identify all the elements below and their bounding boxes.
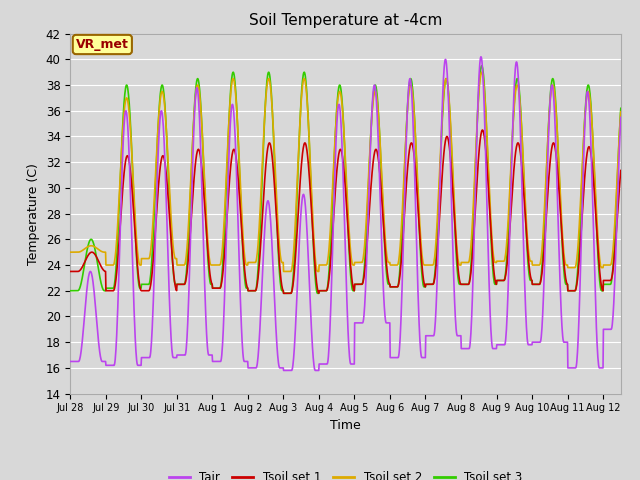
Tsoil set 3 [176,281,184,287]
Tsoil set 1 [225,181,233,187]
Tsoil set 2 [67,249,74,255]
Text: VR_met: VR_met [76,38,129,51]
Tsoil set 3 [67,288,74,294]
Tsoil set 2 [165,181,173,187]
Tsoil set 3 [165,192,173,198]
Tsoil set 2 [484,146,492,152]
Tsoil set 2 [478,69,486,75]
Tsoil set 2 [280,269,287,275]
Tair [275,364,283,370]
Tsoil set 3 [280,290,287,296]
Tsoil set 2 [225,114,233,120]
Tsoil set 2 [617,109,625,115]
X-axis label: Time: Time [330,419,361,432]
Tsoil set 2 [275,240,283,246]
Tsoil set 1 [176,281,184,287]
Tsoil set 2 [545,121,552,127]
Tsoil set 1 [479,127,486,133]
Tsoil set 2 [176,262,184,268]
Line: Tsoil set 1: Tsoil set 1 [70,130,621,293]
Tsoil set 3 [484,151,492,156]
Tsoil set 1 [275,256,283,262]
Y-axis label: Temperature (C): Temperature (C) [27,163,40,264]
Tsoil set 3 [545,120,552,126]
Tair [545,131,552,136]
Tair [477,54,484,60]
Tsoil set 3 [275,264,283,270]
Line: Tair: Tair [70,57,621,371]
Tair [280,368,287,373]
Tsoil set 3 [225,113,233,119]
Tsoil set 1 [617,168,625,173]
Tair [617,115,625,120]
Line: Tsoil set 2: Tsoil set 2 [70,72,621,272]
Tair [225,145,233,151]
Tsoil set 1 [67,269,74,275]
Line: Tsoil set 3: Tsoil set 3 [70,66,621,293]
Tsoil set 1 [545,178,552,183]
Tsoil set 1 [484,172,492,178]
Tair [67,359,74,364]
Tsoil set 1 [165,210,173,216]
Tsoil set 1 [280,290,287,296]
Legend: Tair, Tsoil set 1, Tsoil set 2, Tsoil set 3: Tair, Tsoil set 1, Tsoil set 2, Tsoil se… [164,466,527,480]
Tair [176,352,184,358]
Title: Soil Temperature at -4cm: Soil Temperature at -4cm [249,13,442,28]
Tsoil set 3 [617,106,625,111]
Tair [484,225,492,230]
Tair [165,291,173,297]
Tsoil set 3 [478,63,486,69]
